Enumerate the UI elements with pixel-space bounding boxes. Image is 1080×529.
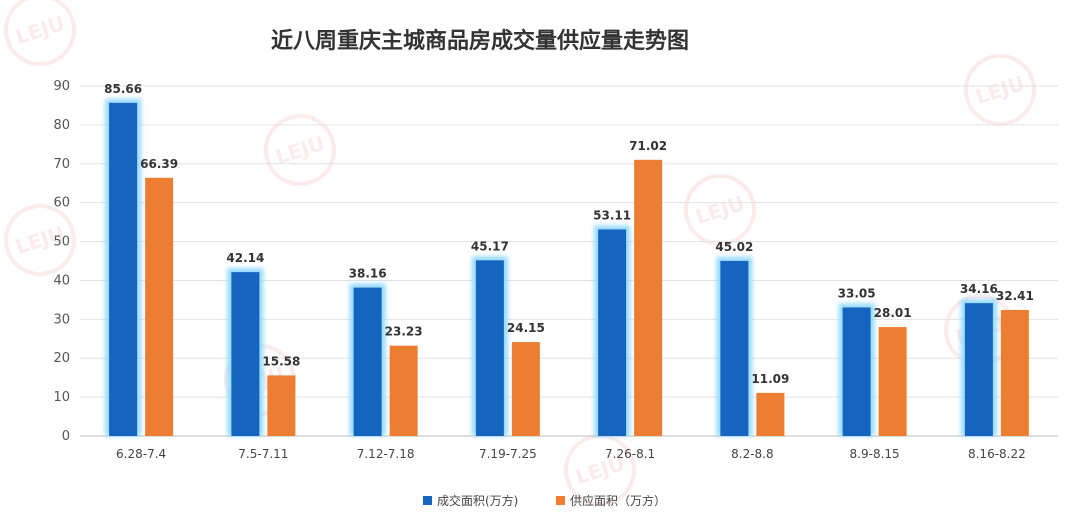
data-label: 66.39 <box>140 157 178 171</box>
y-tick-label: 60 <box>53 196 70 211</box>
watermark-logo: LEJU <box>964 54 1036 126</box>
y-tick-label: 70 <box>53 157 70 172</box>
svg-text:LEJU: LEJU <box>12 11 67 49</box>
watermark-logo: LEJU <box>4 0 76 66</box>
x-tick-label: 7.26-8.1 <box>605 447 655 461</box>
bar-transaction <box>231 272 260 436</box>
x-tick-label: 8.2-8.8 <box>731 447 774 461</box>
y-tick-label: 0 <box>62 429 70 444</box>
data-label: 11.09 <box>751 372 789 386</box>
y-axis: 0 10 20 30 40 50 60 70 80 90 <box>53 79 70 444</box>
bar-supply <box>267 375 296 436</box>
bar-supply <box>389 345 418 436</box>
data-label: 71.02 <box>629 139 667 153</box>
svg-text:LEJU: LEJU <box>692 191 747 229</box>
bar-transaction <box>964 303 993 436</box>
y-tick-label: 80 <box>53 118 70 133</box>
y-tick-label: 90 <box>53 79 70 94</box>
bar-supply <box>878 327 907 436</box>
data-label: 53.11 <box>593 208 631 222</box>
bar-transaction <box>842 307 871 436</box>
data-label: 42.14 <box>226 251 264 265</box>
data-label: 85.66 <box>104 82 142 96</box>
data-label: 28.01 <box>874 306 912 320</box>
legend: 成交面积(万方) 供应面积（万方） <box>423 493 666 508</box>
bar-supply <box>511 342 540 436</box>
data-label: 33.05 <box>838 286 876 300</box>
x-tick-label: 7.5-7.11 <box>238 447 288 461</box>
x-tick-label: 7.19-7.25 <box>479 447 537 461</box>
y-tick-label: 40 <box>53 273 70 288</box>
bar-supply <box>756 392 785 436</box>
x-tick-label: 7.12-7.18 <box>357 447 415 461</box>
y-tick-label: 50 <box>53 235 70 250</box>
data-label: 15.58 <box>262 354 300 368</box>
y-tick-label: 30 <box>53 312 70 327</box>
data-label: 38.16 <box>349 267 387 281</box>
legend-swatch <box>423 496 432 505</box>
x-tick-label: 8.9-8.15 <box>850 447 900 461</box>
data-label: 23.23 <box>385 325 423 339</box>
bar-supply <box>634 159 663 437</box>
data-label: 34.16 <box>960 282 998 296</box>
svg-text:LEJU: LEJU <box>972 71 1027 109</box>
legend-label: 供应面积（万方） <box>570 493 666 508</box>
chart-title: 近八周重庆主城商品房成交量供应量走势图 <box>271 28 689 54</box>
data-label: 45.02 <box>715 240 753 254</box>
x-tick-label: 8.16-8.22 <box>968 447 1026 461</box>
data-label: 32.41 <box>996 289 1034 303</box>
legend-label: 成交面积(万方) <box>437 493 518 508</box>
bar-transaction <box>720 260 749 436</box>
bar-transaction <box>109 102 138 436</box>
y-tick-label: 20 <box>53 351 70 366</box>
bar-transaction <box>353 287 382 436</box>
watermark-logo: LEJU <box>264 114 336 186</box>
data-label: 45.17 <box>471 239 509 253</box>
legend-swatch <box>556 496 565 505</box>
x-tick-label: 6.28-7.4 <box>116 447 166 461</box>
bars-group: 85.66 66.39 42.14 15.58 38.16 23.23 45.17 24.15… <box>104 82 1034 437</box>
bar-transaction <box>598 229 627 436</box>
watermark-logo: LEJU <box>4 204 76 276</box>
data-label: 24.15 <box>507 321 545 335</box>
bar-supply <box>1000 309 1029 436</box>
x-axis: 6.28-7.4 7.5-7.11 7.12-7.18 7.19-7.25 7.26-8… <box>116 447 1026 461</box>
bar-transaction <box>475 260 504 436</box>
y-tick-label: 10 <box>53 390 70 405</box>
bar-supply <box>145 177 174 437</box>
